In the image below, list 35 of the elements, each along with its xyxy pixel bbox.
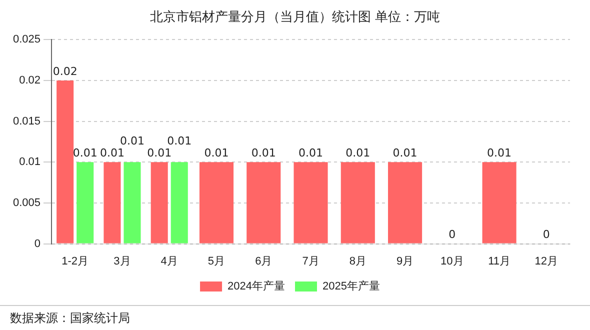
data-label: 0.01 <box>298 146 324 160</box>
x-tick-label: 9月 <box>396 255 414 268</box>
y-tick-label: 0.02 <box>19 74 41 86</box>
data-label: 0.01 <box>167 134 192 148</box>
y-tick-label: 0.005 <box>12 196 41 209</box>
x-tick-label: 6月 <box>255 255 272 268</box>
chart-title: 北京市铝材产量分月（当月值）统计图 单位：万吨 <box>148 9 442 26</box>
data-label: 0 <box>542 228 550 242</box>
data-label: 0.01 <box>120 134 144 148</box>
y-tick-label: 0 <box>34 238 41 250</box>
y-tick-label: 0.025 <box>12 34 41 46</box>
legend-label: 2025年产量 <box>322 280 380 293</box>
source-note: 数据来源：国家统计局 <box>10 310 130 327</box>
y-tick-label: 0.015 <box>12 115 41 128</box>
data-label: 0.01 <box>392 146 418 160</box>
x-tick-label: 4月 <box>160 255 178 268</box>
data-label: 0.02 <box>52 64 78 78</box>
data-label: 0.01 <box>100 146 124 160</box>
legend-label: 2024年产量 <box>228 280 286 293</box>
x-tick-label: 7月 <box>302 255 320 268</box>
x-tick-label: 11月 <box>488 255 511 268</box>
data-label: 0.01 <box>204 146 229 160</box>
x-tick-label: 1-2月 <box>62 255 89 268</box>
data-label: 0.01 <box>251 146 276 160</box>
x-tick-label: 5月 <box>208 255 226 268</box>
x-tick-label: 10月 <box>440 255 464 268</box>
data-label: 0.01 <box>487 146 512 160</box>
data-label: 0.01 <box>346 146 370 160</box>
x-tick-label: 8月 <box>349 255 366 268</box>
y-tick-label: 0.01 <box>19 156 41 168</box>
data-label: 0 <box>448 228 456 242</box>
data-label: 0.01 <box>72 146 98 160</box>
data-label: 0.01 <box>147 146 172 160</box>
x-tick-label: 3月 <box>114 255 131 268</box>
x-tick-label: 12月 <box>534 255 558 268</box>
